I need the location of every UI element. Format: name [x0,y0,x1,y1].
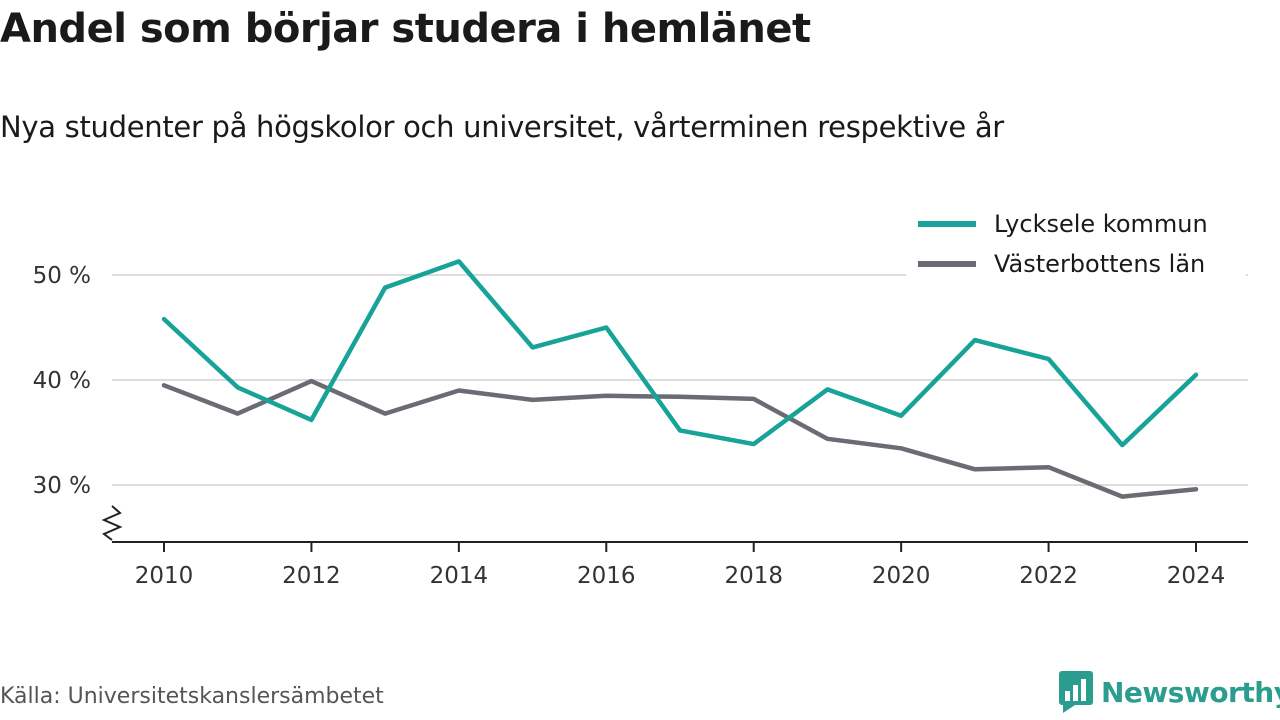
source-note: Källa: Universitetskanslersämbetet [0,684,384,709]
series-line-västerbottens-län [161,378,1199,499]
x-tick-label: 2024 [1167,563,1226,589]
x-tick-label: 2010 [135,563,194,589]
series-line-lycksele-kommun [161,259,1199,448]
x-tick-label: 2012 [282,563,341,589]
y-tick-label: 30 % [33,473,91,499]
x-tick-label: 2020 [872,563,931,589]
x-tick-label: 2018 [724,563,783,589]
bar-chart-logo-icon [1059,671,1093,713]
x-tick-label: 2014 [430,563,489,589]
legend-background [906,200,1246,285]
chart-subtitle: Nya studenter på högskolor och universit… [0,110,1004,144]
legend: Lycksele kommun Västerbottens län [906,200,1246,285]
gridlines [112,274,1248,486]
newsworthy-logo[interactable]: Newsworthy [1059,671,1280,713]
legend-label: Västerbottens län [994,250,1205,278]
brand-name: Newsworthy [1101,675,1280,709]
series-lines [161,259,1199,499]
legend-label: Lycksele kommun [994,210,1208,238]
chart-title: Andel som börjar studera i hemlänet [0,6,811,52]
y-tick-label: 40 % [33,368,91,394]
line-chart: 30 % 40 % 50 % 2010 2012 2014 2016 2018 2020 202… [32,200,1248,589]
x-axis: 2010 2012 2014 2016 2018 2020 2022 2024 [101,505,1248,589]
axis-break-icon [101,505,123,541]
x-tick-label: 2016 [577,563,636,589]
x-tick-label: 2022 [1019,563,1078,589]
y-axis: 30 % 40 % 50 % [33,263,91,499]
y-tick-label: 50 % [33,263,91,289]
